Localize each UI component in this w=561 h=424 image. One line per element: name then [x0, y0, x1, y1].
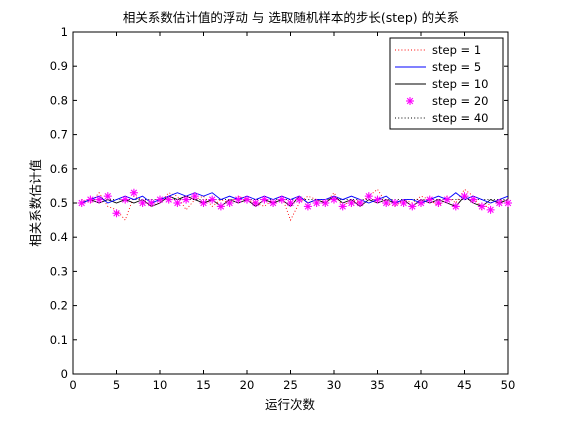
data-point — [86, 195, 95, 204]
series-layer — [77, 188, 512, 222]
data-point — [434, 199, 443, 207]
x-tick-label: 0 — [69, 378, 76, 392]
data-point — [321, 199, 330, 207]
data-point — [129, 188, 138, 197]
data-point — [295, 195, 304, 204]
data-point — [312, 199, 321, 207]
data-point — [425, 195, 434, 204]
data-point — [216, 202, 225, 211]
data-point — [330, 195, 338, 204]
series-step-20-markers — [77, 188, 512, 218]
x-tick-label: 20 — [240, 378, 255, 392]
legend-label: step = 20 — [432, 94, 488, 108]
x-tick-label: 35 — [370, 378, 385, 392]
data-point — [225, 199, 234, 207]
series-step-5-line — [81, 192, 509, 204]
y-tick-label: 0.9 — [50, 59, 68, 73]
data-point — [303, 202, 312, 211]
y-tick-label: 0.4 — [50, 230, 68, 244]
y-tick-label: 0 — [61, 367, 68, 381]
legend-label: step = 1 — [432, 43, 481, 57]
data-point — [95, 195, 104, 204]
data-point — [364, 192, 373, 201]
x-tick-label: 15 — [196, 378, 211, 392]
y-tick-label: 0.8 — [50, 93, 68, 107]
y-tick-label: 0.2 — [50, 299, 68, 313]
y-tick-label: 0.3 — [50, 264, 68, 278]
data-point — [138, 199, 147, 207]
data-point — [443, 195, 452, 204]
data-point — [417, 199, 425, 207]
y-tick-label: 0.1 — [50, 333, 68, 347]
data-point — [251, 199, 260, 207]
data-point — [208, 195, 217, 204]
legend-marker — [406, 97, 414, 105]
legend: step = 1 step = 5 step = 10 step = 20 step =… — [389, 37, 504, 130]
data-point — [190, 192, 199, 201]
data-point — [486, 205, 495, 214]
data-point — [147, 199, 156, 207]
data-point — [382, 199, 391, 207]
data-point — [182, 195, 191, 204]
data-point — [451, 202, 460, 211]
legend-label: step = 10 — [432, 77, 488, 91]
x-tick-label: 30 — [327, 378, 342, 392]
data-point — [260, 195, 269, 204]
data-point — [77, 199, 86, 207]
legend-entry: step = 10 — [395, 77, 488, 91]
x-tick-label: 45 — [457, 378, 472, 392]
data-point — [103, 192, 112, 201]
data-point — [277, 195, 286, 204]
data-point — [121, 195, 130, 204]
legend-entry: step = 5 — [395, 60, 481, 74]
data-point — [269, 199, 278, 207]
x-axis-label: 运行次数 — [265, 397, 316, 412]
x-tick-label: 10 — [153, 378, 168, 392]
legend-entry: step = 40 — [395, 111, 488, 125]
data-point — [112, 209, 121, 218]
data-point — [156, 195, 164, 204]
data-point — [243, 195, 251, 204]
data-point — [469, 195, 478, 204]
data-point — [234, 195, 243, 204]
data-point — [164, 195, 173, 204]
data-point — [286, 199, 295, 207]
legend-label: step = 5 — [432, 60, 481, 74]
data-point — [373, 195, 382, 204]
data-point — [495, 199, 504, 207]
tick-layer: 0 5 10 15 20 25 30 35 40 45 50 0 0.1 0.2 0.3 0.4 0.5 0.6 0… — [50, 25, 516, 392]
x-tick-label: 5 — [113, 378, 120, 392]
data-point — [460, 192, 469, 201]
series-step-10-line — [81, 195, 509, 208]
data-point — [390, 199, 399, 207]
y-axis-label: 相关系数估计值 — [28, 159, 43, 247]
data-point — [477, 202, 486, 211]
y-tick-label: 1 — [61, 25, 68, 39]
data-point — [338, 202, 347, 211]
data-point — [408, 202, 417, 211]
y-tick-label: 0.6 — [50, 162, 68, 176]
series-step-40-line — [81, 199, 508, 204]
data-point — [173, 199, 182, 207]
y-tick-label: 0.7 — [50, 128, 68, 142]
data-point — [504, 199, 512, 207]
chart-title: 相关系数估计值的浮动 与 选取随机样本的步长(step) 的关系 — [123, 10, 459, 25]
data-point — [356, 199, 365, 207]
legend-entry: step = 20 — [406, 94, 488, 108]
data-point — [399, 199, 408, 207]
legend-label: step = 40 — [432, 111, 488, 125]
data-point — [347, 199, 356, 207]
data-point — [199, 199, 208, 207]
x-tick-label: 50 — [501, 378, 516, 392]
x-tick-label: 40 — [414, 378, 429, 392]
legend-entry: step = 1 — [395, 43, 481, 57]
x-tick-label: 25 — [283, 378, 298, 392]
y-tick-label: 0.5 — [50, 196, 68, 210]
